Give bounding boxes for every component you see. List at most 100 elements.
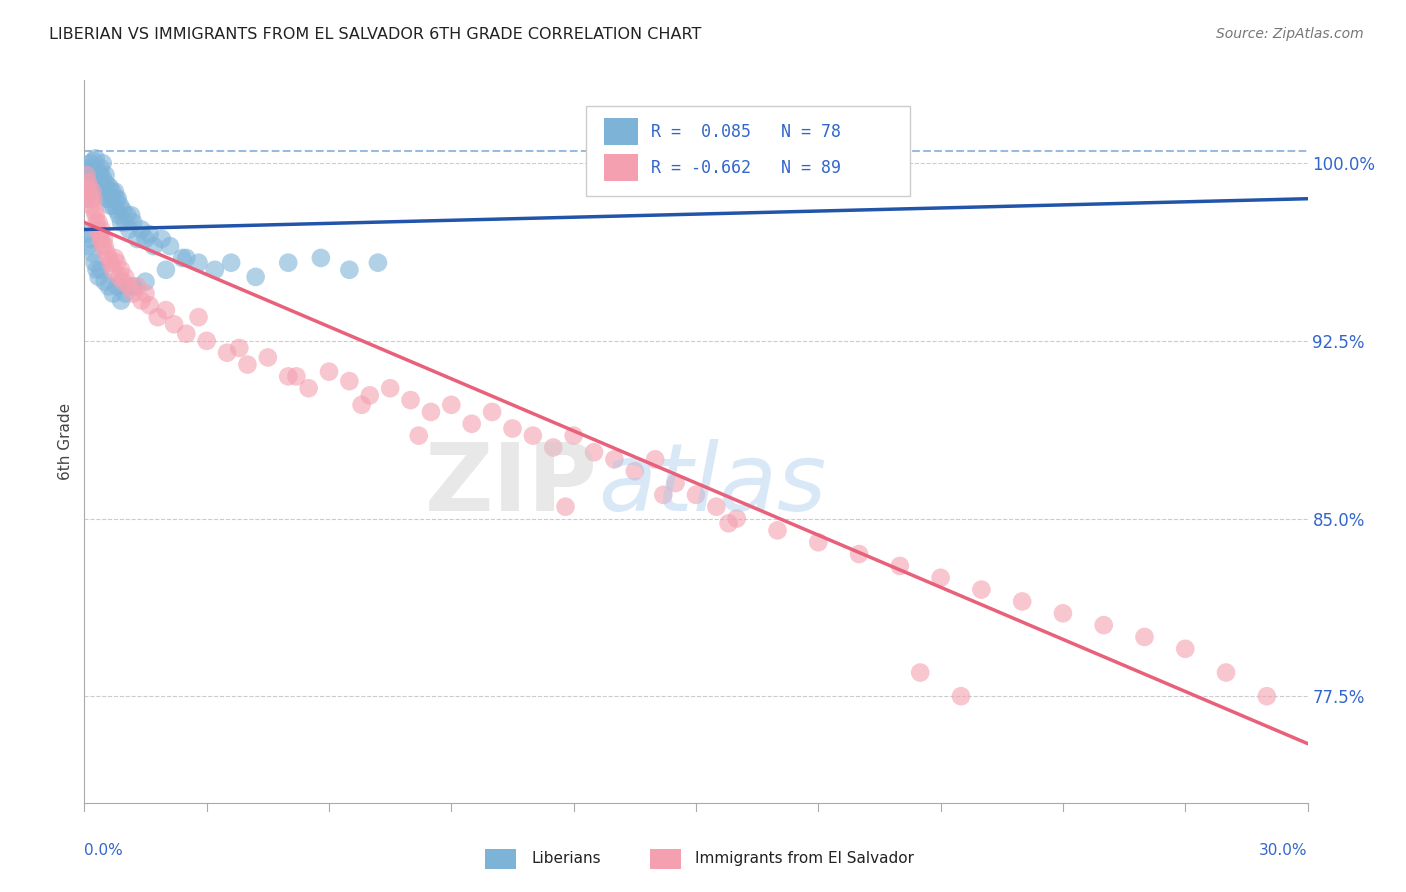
Point bbox=[318, 365, 340, 379]
Point bbox=[910, 665, 932, 680]
Point bbox=[86, 163, 108, 178]
Point bbox=[122, 215, 145, 229]
Point bbox=[135, 275, 157, 289]
Point bbox=[685, 488, 707, 502]
Point bbox=[131, 222, 153, 236]
Point bbox=[970, 582, 993, 597]
Point bbox=[77, 239, 100, 253]
Text: R =  0.085   N = 78: R = 0.085 N = 78 bbox=[651, 122, 841, 141]
Point bbox=[98, 180, 121, 194]
Point bbox=[100, 199, 122, 213]
Point bbox=[80, 173, 103, 187]
Point bbox=[115, 208, 138, 222]
Point bbox=[93, 185, 115, 199]
Point bbox=[929, 571, 952, 585]
Bar bbox=[605, 154, 638, 181]
Y-axis label: 6th Grade: 6th Grade bbox=[58, 403, 73, 480]
Point bbox=[174, 251, 197, 265]
Point bbox=[543, 441, 565, 455]
Point bbox=[120, 208, 142, 222]
Point bbox=[114, 286, 136, 301]
Point bbox=[105, 203, 128, 218]
Point bbox=[1011, 594, 1033, 608]
Point bbox=[97, 279, 120, 293]
Point bbox=[97, 251, 120, 265]
Point bbox=[93, 175, 115, 189]
Point bbox=[717, 516, 740, 531]
Point bbox=[77, 180, 100, 194]
Point bbox=[146, 310, 169, 325]
Point bbox=[79, 156, 101, 170]
Point bbox=[97, 185, 120, 199]
Point bbox=[87, 269, 110, 284]
Point bbox=[84, 152, 107, 166]
Point bbox=[603, 452, 626, 467]
Point bbox=[522, 428, 544, 442]
Point bbox=[77, 185, 100, 199]
Text: Immigrants from El Salvador: Immigrants from El Salvador bbox=[695, 851, 914, 865]
Point bbox=[114, 215, 136, 229]
Point bbox=[75, 192, 97, 206]
Point bbox=[172, 251, 194, 265]
Point bbox=[84, 208, 107, 222]
FancyBboxPatch shape bbox=[586, 105, 910, 196]
Point bbox=[481, 405, 503, 419]
Text: ZIP: ZIP bbox=[425, 439, 598, 531]
Bar bbox=[605, 118, 638, 145]
Point bbox=[174, 326, 197, 341]
Point bbox=[142, 239, 165, 253]
Point bbox=[380, 381, 402, 395]
Point bbox=[110, 262, 132, 277]
Point bbox=[187, 255, 209, 269]
Point bbox=[1256, 689, 1278, 703]
Point bbox=[644, 452, 666, 467]
Point bbox=[75, 168, 97, 182]
Point bbox=[1133, 630, 1156, 644]
Point bbox=[87, 175, 110, 189]
Point bbox=[83, 168, 105, 182]
Point bbox=[807, 535, 830, 549]
Point bbox=[90, 232, 112, 246]
Point bbox=[87, 215, 110, 229]
Point bbox=[848, 547, 870, 561]
Point bbox=[298, 381, 321, 395]
Point bbox=[127, 232, 149, 246]
Text: Source: ZipAtlas.com: Source: ZipAtlas.com bbox=[1216, 27, 1364, 41]
Point bbox=[138, 298, 160, 312]
Point bbox=[108, 269, 131, 284]
Point bbox=[624, 464, 647, 478]
Point bbox=[100, 255, 122, 269]
Point bbox=[103, 199, 125, 213]
Point bbox=[93, 239, 115, 253]
Text: 30.0%: 30.0% bbox=[1260, 843, 1308, 857]
Text: R = -0.662   N = 89: R = -0.662 N = 89 bbox=[651, 159, 841, 177]
Point bbox=[652, 488, 675, 502]
Point bbox=[118, 279, 141, 293]
Point bbox=[77, 168, 100, 182]
Point bbox=[101, 185, 124, 199]
Point bbox=[93, 275, 115, 289]
Point bbox=[195, 334, 218, 348]
Point bbox=[83, 255, 105, 269]
Point bbox=[86, 180, 108, 194]
Point bbox=[1174, 641, 1197, 656]
Point bbox=[554, 500, 576, 514]
Point bbox=[889, 558, 911, 573]
Point bbox=[105, 279, 128, 293]
Point bbox=[440, 398, 463, 412]
Point bbox=[80, 199, 103, 213]
Point bbox=[110, 199, 132, 213]
Point bbox=[399, 393, 422, 408]
Point bbox=[94, 168, 117, 182]
Point bbox=[104, 251, 127, 265]
Point bbox=[112, 275, 135, 289]
Point bbox=[138, 227, 160, 242]
Point bbox=[83, 203, 105, 218]
Text: atlas: atlas bbox=[598, 440, 827, 531]
Point bbox=[90, 222, 112, 236]
Point bbox=[159, 239, 181, 253]
Point bbox=[350, 398, 373, 412]
Point bbox=[359, 388, 381, 402]
Point bbox=[135, 232, 157, 246]
Point bbox=[502, 421, 524, 435]
